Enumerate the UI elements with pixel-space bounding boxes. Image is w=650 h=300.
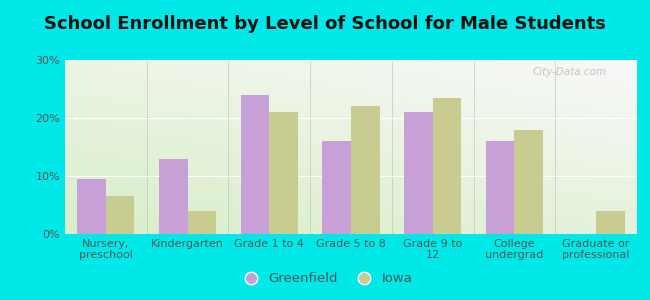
- Bar: [514, 130, 543, 234]
- Bar: [433, 98, 462, 234]
- Bar: [404, 112, 433, 234]
- Bar: [486, 141, 514, 234]
- Text: School Enrollment by Level of School for Male Students: School Enrollment by Level of School for…: [44, 15, 606, 33]
- Bar: [240, 95, 269, 234]
- Bar: [106, 196, 135, 234]
- Legend: Greenfield, Iowa: Greenfield, Iowa: [233, 267, 417, 290]
- Bar: [322, 141, 351, 234]
- Bar: [77, 179, 106, 234]
- Bar: [188, 211, 216, 234]
- Text: City-Data.com: City-Data.com: [533, 67, 607, 77]
- Bar: [269, 112, 298, 234]
- Bar: [159, 159, 188, 234]
- Bar: [596, 211, 625, 234]
- Bar: [351, 106, 380, 234]
